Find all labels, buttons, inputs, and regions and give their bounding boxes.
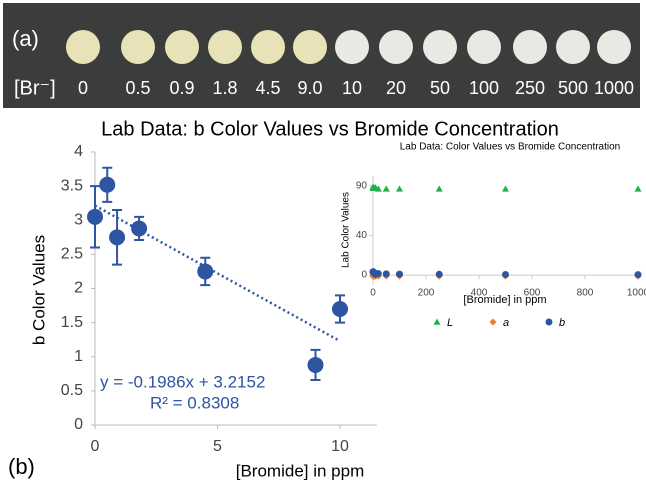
marker (634, 185, 642, 192)
panel-label: (a) (12, 26, 39, 51)
x-tick-label: 0 (370, 288, 376, 299)
x-tick-label: 5 (213, 438, 222, 455)
well (66, 30, 100, 64)
panel-label: (b) (8, 454, 35, 479)
marker (197, 263, 214, 280)
trend-equation: y = -0.1986x + 3.2152 (100, 372, 265, 391)
concentration-label: 20 (386, 78, 406, 98)
well (121, 30, 155, 64)
y-tick-label: 0.5 (61, 382, 83, 399)
concentration-label: 4.5 (255, 78, 280, 98)
marker (374, 270, 382, 278)
legend-label: a (503, 317, 509, 329)
well (556, 30, 590, 64)
y-tick-label: 90 (356, 181, 368, 192)
x-tick-label: 0 (91, 438, 100, 455)
inset-y-label: Lab Color Values (341, 192, 352, 268)
concentration-label: 9.0 (297, 78, 322, 98)
y-tick-label: 0 (361, 270, 367, 281)
marker (382, 185, 390, 192)
inset-x-label: [Bromide] in ppm (463, 294, 546, 306)
y-tick-label: 4 (74, 143, 83, 160)
concentration-label: 10 (342, 78, 362, 98)
well (208, 30, 242, 64)
well (293, 30, 327, 64)
y-tick-label: 3 (74, 211, 83, 228)
inset-title: Lab Data: Color Values vs Bromide Concen… (400, 142, 620, 153)
well (379, 30, 413, 64)
marker (489, 318, 497, 326)
well (423, 30, 457, 64)
y-tick-label: 3.5 (61, 177, 83, 194)
x-tick-label: 600 (524, 288, 541, 299)
y-axis-label: b Color Values (29, 235, 48, 345)
y-tick-label: 2 (74, 280, 83, 297)
marker (332, 300, 348, 317)
x-tick-label: 800 (577, 288, 594, 299)
marker (634, 271, 642, 279)
well (513, 30, 547, 64)
x-tick-label: 1000 (627, 288, 646, 299)
marker (396, 270, 403, 278)
marker (435, 270, 443, 278)
marker (131, 220, 148, 237)
y-tick-label: 1.5 (61, 314, 83, 331)
concentration-label: 100 (469, 78, 499, 98)
legend-label: b (559, 317, 565, 329)
marker (109, 229, 126, 246)
concentration-label: 0 (78, 78, 88, 98)
concentration-label: 0.5 (125, 78, 150, 98)
well (165, 30, 199, 64)
y-tick-label: 40 (356, 230, 368, 241)
x-tick-label: 10 (331, 438, 349, 455)
well (335, 30, 369, 64)
concentration-label: 500 (558, 78, 588, 98)
marker (502, 185, 509, 192)
marker (87, 208, 103, 225)
bromide-label: [Br⁻] (14, 77, 56, 99)
concentration-label: 250 (515, 78, 545, 98)
y-tick-label: 2.5 (61, 246, 83, 263)
x-tick-label: 400 (471, 288, 488, 299)
concentration-label: 50 (430, 78, 450, 98)
well (467, 30, 501, 64)
marker (502, 270, 509, 278)
marker (396, 185, 403, 192)
y-tick-label: 1 (74, 348, 83, 365)
marker (382, 270, 390, 278)
well (597, 30, 631, 64)
marker (374, 185, 382, 192)
x-tick-label: 200 (418, 288, 435, 299)
well (251, 30, 285, 64)
concentration-label: 0.9 (169, 78, 194, 98)
legend-label: L (447, 317, 453, 329)
concentration-label: 1000 (594, 78, 634, 98)
marker (99, 176, 116, 193)
marker (307, 356, 324, 373)
trend-r2: R² = 0.8308 (150, 393, 239, 412)
y-tick-label: 0 (74, 416, 83, 433)
marker (433, 318, 441, 325)
marker (545, 318, 553, 326)
concentration-label: 1.8 (212, 78, 237, 98)
marker (435, 185, 443, 192)
chart-title: Lab Data: b Color Values vs Bromide Conc… (101, 118, 559, 140)
x-axis-label: [Bromide] in ppm (236, 461, 365, 480)
